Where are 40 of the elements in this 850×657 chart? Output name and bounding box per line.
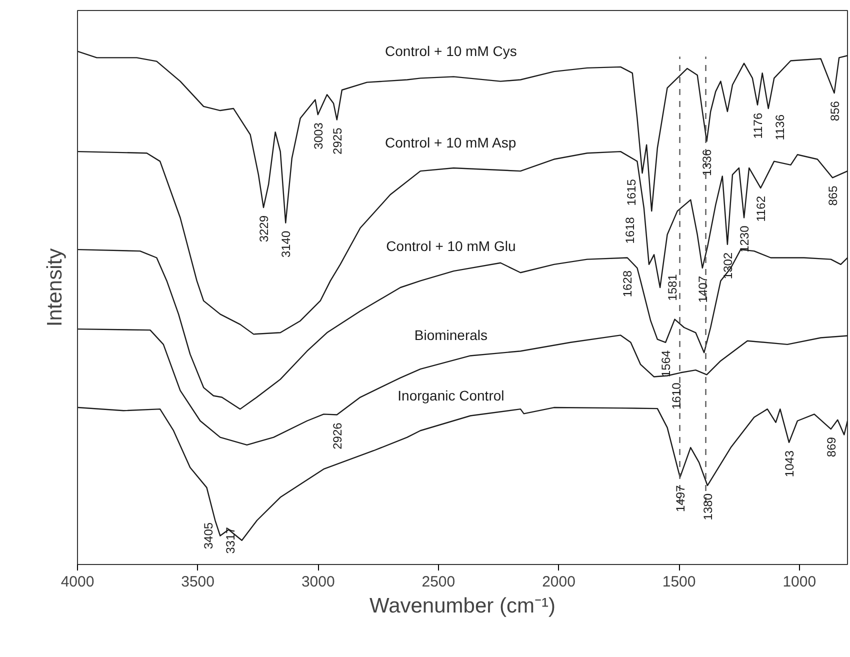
annotation: 3229 bbox=[257, 215, 272, 242]
annotation: 1302 bbox=[720, 252, 735, 280]
annotation: 1230 bbox=[738, 225, 752, 252]
x-tick-label: 1000 bbox=[782, 574, 816, 590]
annotation: 1407 bbox=[696, 276, 710, 303]
annotation: 1336 bbox=[700, 148, 714, 176]
series-label: Control + 10 mM Glu bbox=[386, 238, 516, 254]
x-tick-label: 4000 bbox=[60, 574, 94, 590]
annotation: 3317 bbox=[223, 526, 238, 554]
annotation: 1610 bbox=[670, 382, 684, 410]
annotation: 1615 bbox=[624, 178, 639, 206]
annotation: 1176 bbox=[751, 112, 766, 139]
annotation: 3140 bbox=[279, 230, 294, 258]
annotation: 865 bbox=[826, 185, 840, 206]
series-label: Biominerals bbox=[414, 326, 488, 343]
x-tick-label: 3500 bbox=[181, 574, 215, 590]
annotation: 1162 bbox=[754, 196, 768, 222]
x-axis-title: Wavenumber (cm⁻¹) bbox=[370, 594, 556, 618]
x-tick-label: 2000 bbox=[542, 574, 576, 590]
annotation: 1618 bbox=[623, 216, 638, 244]
annotation: 3003 bbox=[311, 122, 326, 150]
x-tick-label: 3000 bbox=[301, 574, 335, 590]
series-label: Inorganic Control bbox=[398, 388, 504, 404]
x-tick-label: 2500 bbox=[422, 574, 456, 590]
x-tick-label: 1500 bbox=[662, 574, 696, 590]
annotation: 856 bbox=[828, 100, 842, 122]
y-axis-title: Intensity bbox=[44, 248, 66, 327]
annotation: 1380 bbox=[700, 493, 715, 520]
series-label: Control + 10 mM Asp bbox=[385, 134, 516, 150]
annotation: 1497 bbox=[674, 484, 688, 512]
annotation: 1564 bbox=[659, 350, 674, 378]
annotation: 1581 bbox=[666, 274, 680, 301]
annotation: 1043 bbox=[782, 450, 797, 478]
annotation: 1628 bbox=[620, 270, 634, 298]
annotation: 869 bbox=[824, 436, 838, 458]
annotation: 2925 bbox=[330, 127, 344, 154]
annotation: 2926 bbox=[330, 422, 344, 450]
annotation: 1136 bbox=[772, 114, 787, 140]
series-label: Control + 10 mM Cys bbox=[385, 42, 517, 59]
annotation: 3405 bbox=[202, 522, 216, 550]
